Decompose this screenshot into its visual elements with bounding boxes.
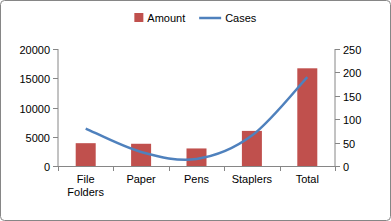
y-tick-label: 15000 [19,73,50,85]
y2-axis-line [335,49,336,166]
chart-border [1,1,391,221]
y-tick [53,137,58,138]
y-tick-label: 0 [44,161,50,173]
line [86,77,308,160]
x-tick-label-line: Folders [67,186,104,198]
x-tick [58,166,59,171]
y-tick-label: 5000 [26,132,50,144]
y-tick-label: 20000 [19,44,50,56]
y2-tick-label: 200 [343,67,361,79]
y-tick [53,78,58,79]
legend-label: Cases [225,12,257,24]
y2-tick-label: 150 [343,91,361,103]
x-tick-label-line: Pens [184,173,210,185]
y2-tick-label: 100 [343,114,361,126]
y-tick [53,49,58,50]
x-tick-label-line: Total [296,173,319,185]
y2-tick [335,96,340,97]
legend-swatch [134,13,143,22]
y2-tick [335,119,340,120]
y2-tick-label: 250 [343,44,361,56]
y-tick [53,166,58,167]
x-tick-label: FileFolders [67,173,104,198]
x-tick-label-line: Paper [126,173,156,185]
bar [76,143,96,166]
x-tick [335,166,336,171]
x-tick [169,166,170,171]
y-tick-label: 10000 [19,103,50,115]
x-tick-label-line: Staplers [232,173,273,185]
legend-swatch [199,17,221,20]
y2-tick [335,72,340,73]
x-tick [224,166,225,171]
chart-container: 0 5000 10000 15000 20000 0 50 100 150 200 250 FileF… [0,0,391,221]
x-tick [280,166,281,171]
x-axis-line [58,166,335,167]
y-axis-line [58,49,59,166]
x-tick-label-line: File [77,173,95,185]
x-tick-label: Paper [126,173,156,185]
plot-area [76,68,318,166]
x-tick-label: Staplers [232,173,273,185]
y2-tick-label: 50 [343,138,355,150]
x-tick-label: Pens [184,173,210,185]
legend-label: Amount [147,12,185,24]
y2-tick-label: 0 [343,161,349,173]
y2-tick [335,49,340,50]
x-tick [113,166,114,171]
legend: Amount Cases [134,12,256,24]
x-tick-label: Total [296,173,319,185]
chart-svg: 0 5000 10000 15000 20000 0 50 100 150 200 250 FileF… [0,0,391,221]
bar [297,68,317,166]
y2-tick [335,143,340,144]
y-tick [53,108,58,109]
